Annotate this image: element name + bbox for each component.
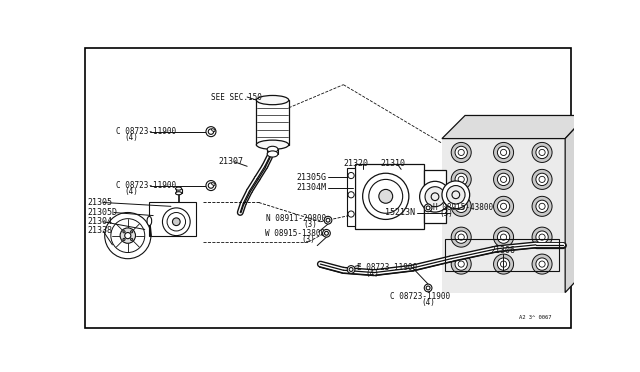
Circle shape: [536, 231, 548, 243]
Circle shape: [123, 238, 125, 241]
Circle shape: [206, 180, 216, 190]
Ellipse shape: [175, 187, 182, 190]
Circle shape: [455, 231, 467, 243]
Circle shape: [123, 231, 125, 233]
Circle shape: [536, 258, 548, 270]
Bar: [355, 164, 424, 230]
Text: A2 3^ 0067: A2 3^ 0067: [519, 315, 551, 320]
Circle shape: [442, 181, 470, 209]
Circle shape: [324, 217, 332, 224]
Text: (4): (4): [124, 133, 138, 142]
Ellipse shape: [267, 146, 278, 153]
Text: (3): (3): [303, 220, 317, 229]
Circle shape: [455, 200, 467, 212]
Circle shape: [497, 231, 509, 243]
Circle shape: [451, 169, 471, 189]
Bar: [445, 239, 559, 271]
Circle shape: [323, 230, 330, 237]
Circle shape: [493, 169, 513, 189]
Circle shape: [455, 258, 467, 270]
Text: 21307: 21307: [219, 157, 244, 166]
Circle shape: [493, 142, 513, 163]
Text: E 08723-11900: E 08723-11900: [357, 263, 417, 272]
Circle shape: [455, 146, 467, 158]
Circle shape: [425, 187, 445, 207]
Circle shape: [424, 284, 432, 292]
Ellipse shape: [257, 96, 289, 105]
Text: H 08915-43800: H 08915-43800: [433, 203, 493, 212]
Text: (4): (4): [124, 187, 138, 196]
Ellipse shape: [257, 140, 289, 150]
Text: 21304M: 21304M: [296, 183, 326, 192]
Circle shape: [105, 212, 151, 259]
Circle shape: [493, 196, 513, 217]
Ellipse shape: [147, 217, 152, 225]
Text: (4): (4): [421, 298, 435, 307]
Text: (3): (3): [302, 235, 316, 244]
Text: W 08915-13800: W 08915-13800: [265, 229, 325, 238]
Text: C 08723-11900: C 08723-11900: [116, 181, 177, 190]
Bar: [442, 139, 565, 293]
Text: 21304: 21304: [88, 217, 113, 226]
Circle shape: [120, 228, 136, 243]
Circle shape: [163, 208, 190, 235]
Circle shape: [532, 254, 552, 274]
Circle shape: [125, 232, 131, 239]
Bar: [424, 170, 446, 223]
Ellipse shape: [211, 129, 215, 131]
Circle shape: [451, 254, 471, 274]
Circle shape: [536, 146, 548, 158]
Circle shape: [455, 173, 467, 186]
Circle shape: [536, 173, 548, 186]
Text: 21310: 21310: [380, 158, 405, 168]
Ellipse shape: [267, 151, 278, 157]
Circle shape: [379, 189, 393, 203]
Text: 21306: 21306: [490, 246, 515, 256]
Circle shape: [493, 227, 513, 247]
Text: (3): (3): [439, 209, 452, 218]
Circle shape: [497, 200, 509, 212]
Text: 15213N: 15213N: [385, 208, 415, 217]
Circle shape: [532, 142, 552, 163]
Circle shape: [420, 181, 451, 212]
Circle shape: [447, 186, 465, 204]
Text: C 08723-11900: C 08723-11900: [390, 292, 451, 301]
Text: N 08911-20800: N 08911-20800: [266, 214, 326, 223]
Circle shape: [532, 227, 552, 247]
Circle shape: [206, 126, 216, 137]
Text: 21320: 21320: [344, 158, 369, 168]
Text: SEE SEC.150: SEE SEC.150: [211, 93, 262, 102]
Circle shape: [451, 227, 471, 247]
Ellipse shape: [211, 183, 215, 185]
Circle shape: [536, 200, 548, 212]
Circle shape: [532, 169, 552, 189]
Circle shape: [131, 238, 132, 241]
Circle shape: [424, 204, 432, 212]
Circle shape: [497, 258, 509, 270]
Circle shape: [451, 196, 471, 217]
Text: 21338: 21338: [88, 227, 113, 235]
Circle shape: [532, 196, 552, 217]
Circle shape: [497, 173, 509, 186]
Circle shape: [172, 218, 180, 225]
Circle shape: [131, 231, 132, 233]
Text: (4): (4): [365, 269, 379, 279]
Text: C 08723-11900: C 08723-11900: [116, 127, 177, 136]
Circle shape: [497, 146, 509, 158]
Text: 21305: 21305: [88, 198, 113, 207]
Polygon shape: [442, 115, 587, 139]
Text: 21305G: 21305G: [296, 173, 326, 182]
Bar: [149, 202, 196, 236]
Circle shape: [493, 254, 513, 274]
Polygon shape: [565, 115, 587, 293]
Bar: [348, 168, 355, 225]
Circle shape: [348, 266, 355, 273]
Circle shape: [363, 173, 409, 219]
Ellipse shape: [175, 192, 182, 195]
Circle shape: [451, 142, 471, 163]
Text: 21305D: 21305D: [88, 208, 118, 217]
